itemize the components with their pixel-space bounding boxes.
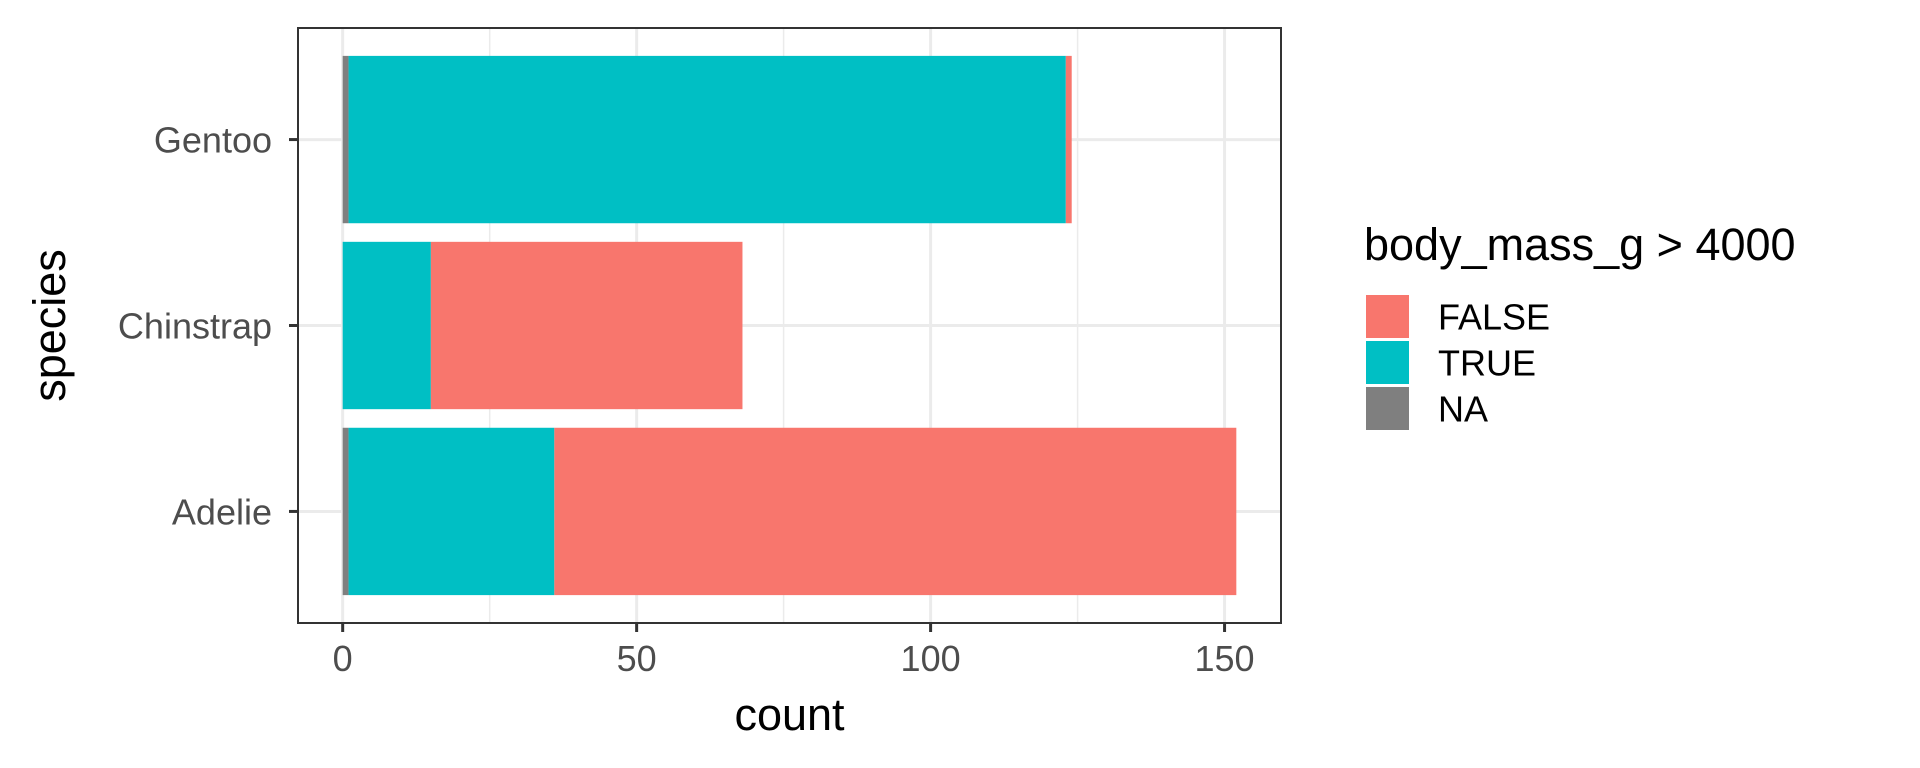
legend-item-false: FALSE xyxy=(1366,295,1550,338)
bars xyxy=(342,55,1237,596)
x-tick-label: 50 xyxy=(617,638,657,679)
y-axis-title: species xyxy=(24,249,75,402)
legend-key-true xyxy=(1366,341,1409,384)
legend-label-true: TRUE xyxy=(1438,343,1536,384)
bar-segment-chinstrap-true xyxy=(342,241,431,410)
bar-segment-adelie-false xyxy=(554,427,1237,596)
legend: body_mass_g > 4000 FALSE TRUE NA xyxy=(1364,219,1796,430)
bar-segment-gentoo-false xyxy=(1065,55,1072,224)
x-tick-label: 150 xyxy=(1195,638,1255,679)
legend-label-false: FALSE xyxy=(1438,297,1550,338)
legend-title: body_mass_g > 4000 xyxy=(1364,219,1796,270)
bar-segment-gentoo-na xyxy=(342,55,349,224)
x-tick-label: 0 xyxy=(333,638,353,679)
axes: 0 50 100 150 Adelie Chinstrap Gentoo xyxy=(118,120,1255,679)
y-tick-label-chinstrap: Chinstrap xyxy=(118,306,272,347)
legend-key-false xyxy=(1366,295,1409,338)
y-tick-label-adelie: Adelie xyxy=(172,491,272,532)
x-axis-title: count xyxy=(734,689,845,740)
x-tick-label: 100 xyxy=(901,638,961,679)
legend-item-na: NA xyxy=(1366,387,1488,430)
legend-label-na: NA xyxy=(1438,389,1488,430)
bar-segment-adelie-true xyxy=(348,427,555,596)
bar-segment-adelie-na xyxy=(342,427,349,596)
bar-segment-chinstrap-false xyxy=(430,241,743,410)
legend-item-true: TRUE xyxy=(1366,341,1536,384)
legend-key-na xyxy=(1366,387,1409,430)
y-tick-label-gentoo: Gentoo xyxy=(154,120,272,161)
bar-segment-gentoo-true xyxy=(348,55,1066,224)
